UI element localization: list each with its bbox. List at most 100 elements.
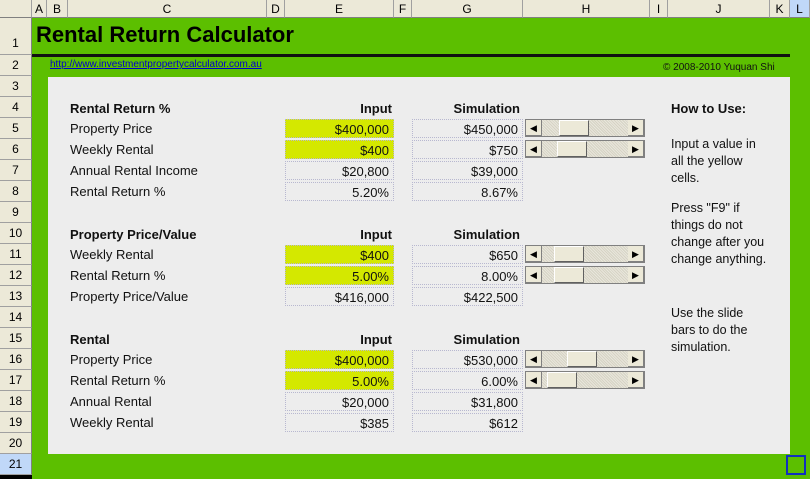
input-header: Input: [360, 332, 392, 347]
help-title: How to Use:: [671, 101, 747, 116]
column-header-L[interactable]: L: [790, 0, 810, 18]
row-label: Annual Rental Income: [70, 163, 198, 178]
column-header-F[interactable]: F: [394, 0, 412, 18]
scroll-right-icon[interactable]: ▶: [628, 351, 644, 367]
scroll-left-icon[interactable]: ◀: [526, 120, 542, 136]
simulation-header: Simulation: [453, 227, 520, 242]
simulation-scrollbar[interactable]: ◀ ▶: [525, 140, 645, 158]
input-cell[interactable]: 5.00%: [285, 371, 394, 390]
scrollbar-thumb[interactable]: [559, 120, 590, 136]
scroll-left-icon[interactable]: ◀: [526, 267, 542, 283]
row-header-4[interactable]: 4: [0, 97, 32, 118]
column-header-A[interactable]: A: [32, 0, 47, 18]
row-label: Rental Return %: [70, 268, 166, 283]
scrollbar-thumb[interactable]: [567, 351, 598, 367]
scrollbar-thumb[interactable]: [547, 372, 578, 388]
input-cell: $20,800: [285, 161, 394, 180]
simulation-header: Simulation: [453, 332, 520, 347]
row-label: Property Price/Value: [70, 289, 189, 304]
section-title: Property Price/Value: [70, 227, 197, 242]
simulation-scrollbar[interactable]: ◀ ▶: [525, 350, 645, 368]
row-header-5[interactable]: 5: [0, 118, 32, 139]
scroll-right-icon[interactable]: ▶: [628, 246, 644, 262]
scroll-left-icon[interactable]: ◀: [526, 141, 542, 157]
copyright: © 2008-2010 Yuquan Shi: [663, 62, 775, 73]
website-link[interactable]: http://www.investmentpropertycalculator.…: [50, 59, 262, 70]
input-cell[interactable]: $400,000: [285, 119, 394, 138]
selected-cell-L21[interactable]: [786, 455, 806, 475]
simulation-cell: $750: [412, 140, 523, 159]
scroll-left-icon[interactable]: ◀: [526, 246, 542, 262]
simulation-cell: $31,800: [412, 392, 523, 411]
row-label: Weekly Rental: [70, 247, 154, 262]
column-header-C[interactable]: C: [68, 0, 267, 18]
section-title: Rental Return %: [70, 101, 171, 116]
row-header-11[interactable]: 11: [0, 244, 32, 265]
simulation-cell: 8.67%: [412, 182, 523, 201]
row-label: Weekly Rental: [70, 415, 154, 430]
select-all-corner[interactable]: [0, 0, 32, 18]
row-header-13[interactable]: 13: [0, 286, 32, 307]
simulation-cell: $530,000: [412, 350, 523, 369]
section-title: Rental: [70, 332, 110, 347]
scroll-left-icon[interactable]: ◀: [526, 372, 542, 388]
input-cell[interactable]: $400: [285, 140, 394, 159]
column-header-E[interactable]: E: [285, 0, 394, 18]
simulation-cell: $612: [412, 413, 523, 432]
row-header-10[interactable]: 10: [0, 223, 32, 244]
scroll-left-icon[interactable]: ◀: [526, 351, 542, 367]
row-label: Rental Return %: [70, 184, 166, 199]
scroll-right-icon[interactable]: ▶: [628, 372, 644, 388]
simulation-scrollbar[interactable]: ◀ ▶: [525, 245, 645, 263]
simulation-cell: $450,000: [412, 119, 523, 138]
title-divider: [32, 54, 790, 57]
input-header: Input: [360, 101, 392, 116]
input-cell: $416,000: [285, 287, 394, 306]
row-label: Rental Return %: [70, 373, 166, 388]
row-header-8[interactable]: 8: [0, 181, 32, 202]
help-text: Input a value in all the yellow cells.: [671, 137, 756, 185]
simulation-scrollbar[interactable]: ◀ ▶: [525, 371, 645, 389]
column-header-H[interactable]: H: [523, 0, 650, 18]
column-header-J[interactable]: J: [668, 0, 770, 18]
simulation-scrollbar[interactable]: ◀ ▶: [525, 266, 645, 284]
calculator-panel: [48, 77, 790, 454]
simulation-scrollbar[interactable]: ◀ ▶: [525, 119, 645, 137]
page-title: Rental Return Calculator: [36, 22, 294, 47]
column-header-B[interactable]: B: [47, 0, 68, 18]
column-header-K[interactable]: K: [770, 0, 790, 18]
row-header-6[interactable]: 6: [0, 139, 32, 160]
row-label: Property Price: [70, 352, 153, 367]
row-header-2[interactable]: 2: [0, 55, 32, 76]
row-header-1[interactable]: 1: [0, 18, 32, 55]
row-header-7[interactable]: 7: [0, 160, 32, 181]
row-header-15[interactable]: 15: [0, 328, 32, 349]
row-header-21[interactable]: 21: [0, 454, 32, 475]
input-cell[interactable]: $400: [285, 245, 394, 264]
row-header-12[interactable]: 12: [0, 265, 32, 286]
row-header-20[interactable]: 20: [0, 433, 32, 454]
row-header-18[interactable]: 18: [0, 391, 32, 412]
column-header-D[interactable]: D: [267, 0, 285, 18]
row-label: Property Price: [70, 121, 153, 136]
scroll-right-icon[interactable]: ▶: [628, 267, 644, 283]
scrollbar-thumb[interactable]: [553, 246, 584, 262]
scroll-right-icon[interactable]: ▶: [628, 120, 644, 136]
scroll-right-icon[interactable]: ▶: [628, 141, 644, 157]
row-label: Annual Rental: [70, 394, 152, 409]
row-header-17[interactable]: 17: [0, 370, 32, 391]
input-cell[interactable]: 5.00%: [285, 266, 394, 285]
scrollbar-thumb[interactable]: [553, 267, 584, 283]
row-header-9[interactable]: 9: [0, 202, 32, 223]
input-cell[interactable]: $400,000: [285, 350, 394, 369]
row-header-14[interactable]: 14: [0, 307, 32, 328]
input-header: Input: [360, 227, 392, 242]
row-header-19[interactable]: 19: [0, 412, 32, 433]
row-header-3[interactable]: 3: [0, 76, 32, 97]
input-cell: $20,000: [285, 392, 394, 411]
row-header-16[interactable]: 16: [0, 349, 32, 370]
help-text: Press "F9" if things do not change after…: [671, 201, 767, 266]
column-header-I[interactable]: I: [650, 0, 668, 18]
column-header-G[interactable]: G: [412, 0, 523, 18]
scrollbar-thumb[interactable]: [556, 141, 587, 157]
